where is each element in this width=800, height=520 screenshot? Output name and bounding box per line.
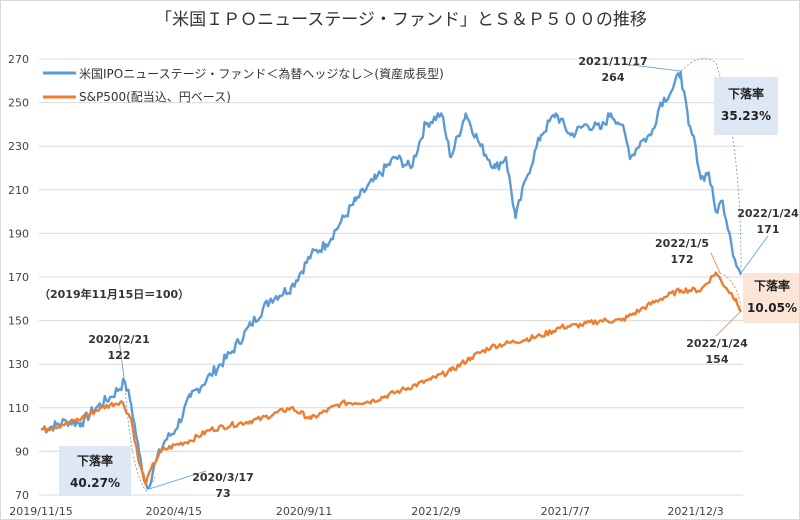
ann-date: 2022/1/5 bbox=[655, 237, 709, 250]
y-tick-label: 170 bbox=[8, 271, 29, 284]
y-tick-label: 250 bbox=[8, 97, 29, 110]
legend-label-sp500: S&P500(配当込、円ベース) bbox=[79, 90, 231, 104]
callout-label: 下落率 bbox=[727, 87, 764, 101]
callout-value: 35.23% bbox=[721, 109, 771, 123]
ann-value: 171 bbox=[757, 223, 780, 236]
callout-ipo-covid: 下落率 40.27% bbox=[59, 446, 131, 496]
y-tick-label: 90 bbox=[15, 445, 29, 458]
callout-label: 下落率 bbox=[76, 454, 113, 468]
callout-value: 40.27% bbox=[70, 476, 120, 490]
ann-date: 2022/1/24 bbox=[737, 207, 799, 220]
y-tick-label: 210 bbox=[8, 184, 29, 197]
ann-date: 2021/11/17 bbox=[578, 55, 647, 68]
x-tick-label: 2020/4/15 bbox=[146, 505, 202, 518]
y-tick-label: 110 bbox=[8, 402, 29, 415]
x-tick-label: 2021/7/7 bbox=[541, 505, 590, 518]
legend-label-ipo: 米国IPOニューステージ・ファンド＜為替ヘッジなし＞(資産成長型) bbox=[79, 66, 444, 81]
series-line-ipo-fund bbox=[40, 70, 743, 490]
callout-sp500-2022: 下落率 10.05% bbox=[743, 273, 799, 323]
series-line-sp500 bbox=[40, 271, 743, 486]
ann-value: 73 bbox=[215, 487, 230, 500]
y-tick-label: 130 bbox=[8, 358, 29, 371]
chart-title: 「米国ＩＰＯニューステージ・ファンド」とＳ＆Ｐ５００の推移 bbox=[155, 10, 647, 30]
callout-value: 10.05% bbox=[747, 301, 797, 315]
ann-date: 2022/1/24 bbox=[686, 337, 748, 350]
ann-value: 264 bbox=[602, 71, 625, 84]
y-tick-label: 190 bbox=[8, 227, 29, 240]
y-tick-label: 230 bbox=[8, 140, 29, 153]
ann-value: 122 bbox=[108, 349, 131, 362]
x-tick-label: 2020/9/11 bbox=[276, 505, 332, 518]
ann-value: 172 bbox=[671, 253, 694, 266]
callout-ipo-2022: 下落率 35.23% bbox=[714, 77, 778, 135]
y-tick-label: 150 bbox=[8, 315, 29, 328]
y-tick-label: 270 bbox=[8, 53, 29, 66]
callout-label: 下落率 bbox=[753, 279, 790, 293]
x-tick-label: 2021/12/3 bbox=[667, 505, 723, 518]
ann-date: 2020/3/17 bbox=[192, 471, 254, 484]
ann-value: 154 bbox=[706, 353, 729, 366]
x-tick-label: 2019/11/15 bbox=[9, 505, 72, 518]
ann-date: 2020/2/21 bbox=[88, 333, 150, 346]
base-note: （2019年11月15日＝100） bbox=[39, 287, 189, 301]
y-tick-label: 70 bbox=[15, 489, 29, 502]
x-tick-label: 2021/2/9 bbox=[411, 505, 460, 518]
